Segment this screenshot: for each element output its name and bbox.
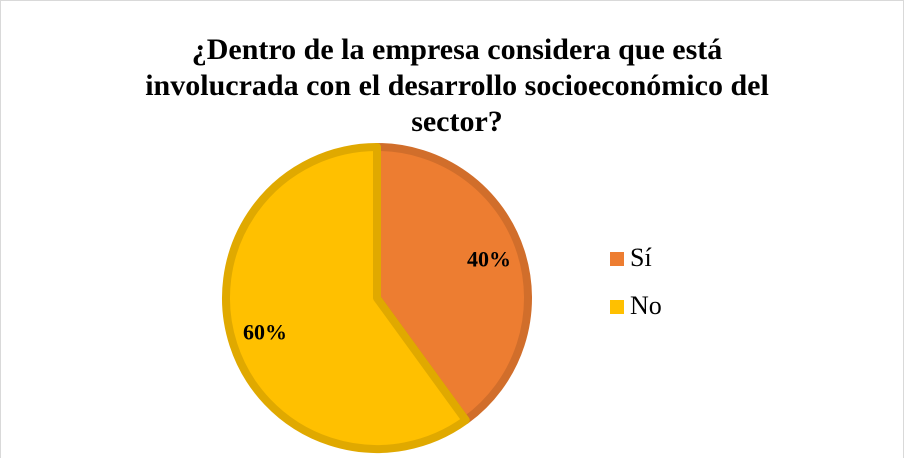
data-label: 60% — [243, 319, 287, 344]
legend-swatch — [610, 252, 624, 266]
pie-slice — [373, 143, 532, 425]
chart-title: ¿Dentro de la empresa considera que está… — [145, 33, 769, 138]
legend-label: No — [630, 291, 662, 320]
data-label: 40% — [467, 247, 511, 272]
legend-label: Sí — [630, 243, 652, 272]
legend-swatch — [610, 300, 624, 314]
pie-slice — [222, 143, 470, 453]
